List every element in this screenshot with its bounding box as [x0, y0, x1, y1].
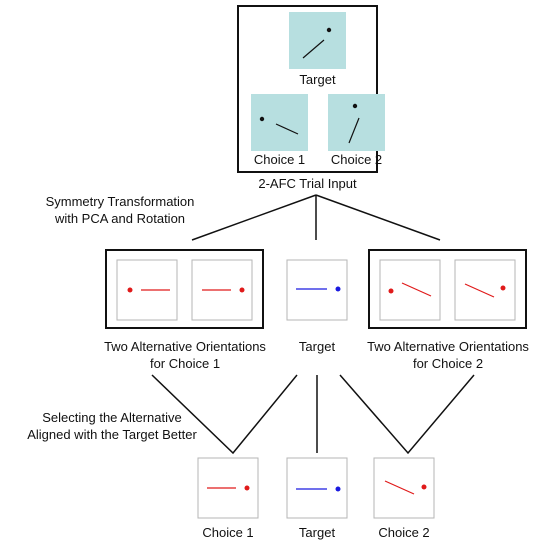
choice2-alternatives-label-line1: Two Alternative Orientations: [367, 339, 529, 354]
stimulus-background: [251, 94, 308, 151]
alternative-dot: [128, 288, 133, 293]
selection-connectors: [152, 375, 474, 453]
choice2-alternative-a: [380, 260, 440, 320]
choice1-label: Choice 1: [254, 152, 305, 167]
middle-target-label: Target: [299, 339, 336, 354]
alternative-panel: [455, 260, 515, 320]
choice1-alternatives-label-line1: Two Alternative Orientations: [104, 339, 266, 354]
transform-connectors: [192, 195, 440, 240]
bottom-target-label: Target: [299, 525, 336, 540]
target-dot: [336, 487, 341, 492]
trial-input-group: Target Choice 1 Choice 2: [238, 6, 385, 172]
trial-input-caption: 2-AFC Trial Input: [258, 176, 357, 191]
choice2-stimulus: [328, 94, 385, 151]
selected-dot: [422, 485, 427, 490]
selection-caption-line1: Selecting the Alternative: [42, 410, 181, 425]
target-label: Target: [299, 72, 336, 87]
choice2-alternatives-group: [369, 250, 526, 328]
selected-choice1: [198, 458, 258, 518]
choice1-alternatives-label-line2: for Choice 1: [150, 356, 220, 371]
choice2-label: Choice 2: [331, 152, 382, 167]
alternative-dot: [501, 286, 506, 291]
symmetry-transform-caption-line1: Symmetry Transformation: [46, 194, 195, 209]
symmetry-transform-caption-line2: with PCA and Rotation: [54, 211, 185, 226]
selected-choice2: [374, 458, 434, 518]
stimulus-background: [289, 12, 346, 69]
choice1-alternative-a: [117, 260, 177, 320]
bottom-choice2-label: Choice 2: [378, 525, 429, 540]
bottom-choice1-label: Choice 1: [202, 525, 253, 540]
choice1-alternative-b: [192, 260, 252, 320]
choice2-alternative-b: [455, 260, 515, 320]
target-stimulus: [289, 12, 346, 69]
stimulus-dot: [260, 117, 264, 121]
bottom-target: [287, 458, 347, 518]
stimulus-dot: [353, 104, 357, 108]
connector-to-choice2: [316, 195, 440, 240]
stimulus-dot: [327, 28, 331, 32]
connector-to-choice1: [192, 195, 316, 240]
choice2-alternatives-label-line2: for Choice 2: [413, 356, 483, 371]
alternative-dot: [389, 289, 394, 294]
choice1-stimulus: [251, 94, 308, 151]
selection-connector-choice2: [340, 375, 474, 453]
selected-dot: [245, 486, 250, 491]
choice1-alternatives-group: [106, 250, 263, 328]
target-dot: [336, 287, 341, 292]
selection-caption-line2: Aligned with the Target Better: [27, 427, 197, 442]
stimulus-background: [328, 94, 385, 151]
middle-target: [287, 260, 347, 320]
alternative-dot: [240, 288, 245, 293]
